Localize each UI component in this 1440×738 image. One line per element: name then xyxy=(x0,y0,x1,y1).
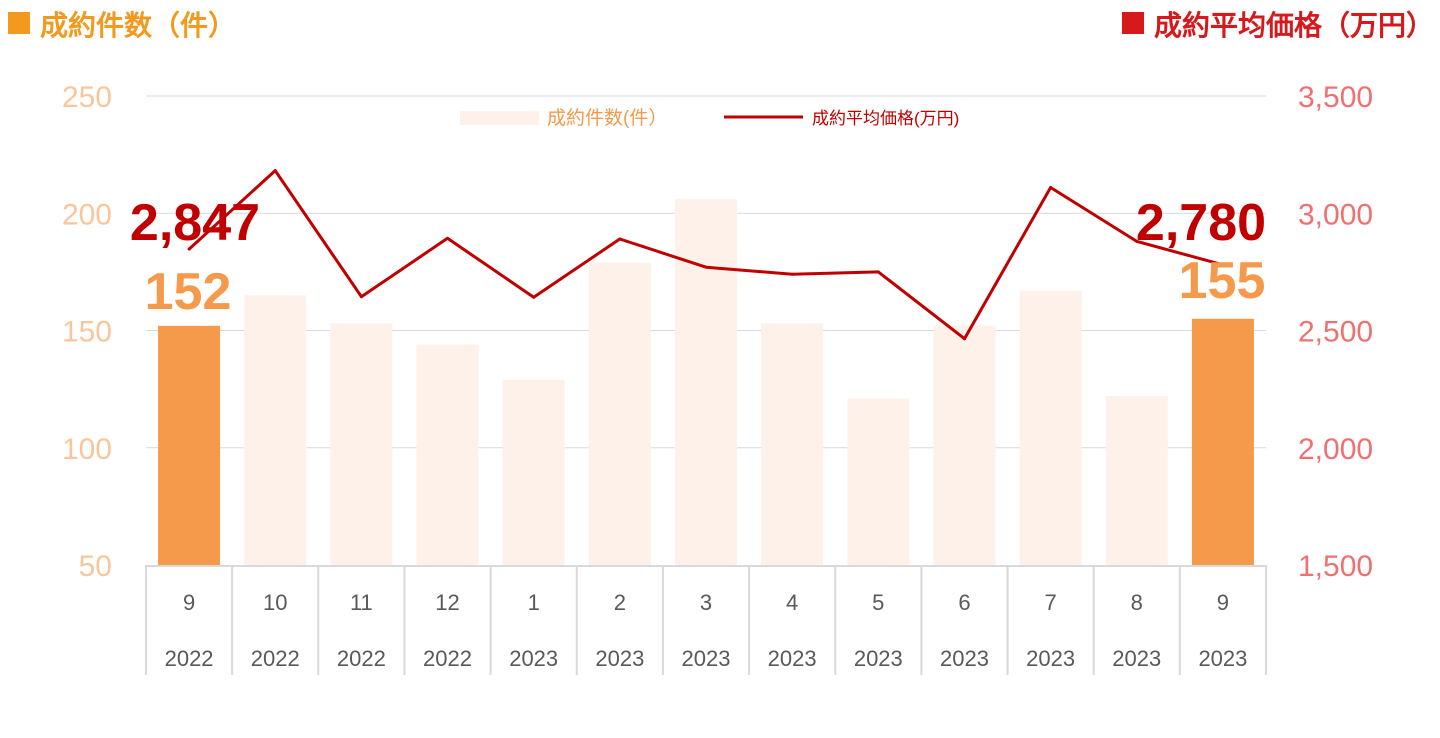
category-month-label: 9 xyxy=(1217,590,1229,615)
left-tick-label: 100 xyxy=(62,433,112,466)
category-month-label: 11 xyxy=(350,590,373,615)
category-year-label: 2023 xyxy=(768,646,817,671)
category-year-label: 2023 xyxy=(1198,646,1247,671)
legend-bar-swatch xyxy=(460,111,539,125)
bar-series xyxy=(158,199,1254,565)
category-month-label: 3 xyxy=(700,590,712,615)
bar xyxy=(933,325,996,565)
category-year-label: 2023 xyxy=(940,646,989,671)
right-tick-label: 1,500 xyxy=(1298,550,1373,583)
bar xyxy=(244,295,307,565)
category-year-label: 2022 xyxy=(251,646,300,671)
category-year-label: 2023 xyxy=(682,646,731,671)
category-month-label: 7 xyxy=(1044,590,1056,615)
first-price-callout: 2,847 xyxy=(130,194,260,252)
count-axis-header: 成約件数（件） xyxy=(8,4,236,44)
price-point xyxy=(618,237,622,241)
right-tick-label: 3,500 xyxy=(1298,81,1373,114)
category-year-label: 2023 xyxy=(1026,646,1075,671)
category-year-label: 2023 xyxy=(854,646,903,671)
category-month-label: 4 xyxy=(786,590,798,615)
category-year-label: 2022 xyxy=(423,646,472,671)
category-month-label: 2 xyxy=(614,590,626,615)
last-count-callout: 155 xyxy=(1179,252,1266,310)
price-axis-title: 成約平均価格（万円） xyxy=(1153,9,1434,42)
price-point xyxy=(1221,263,1225,267)
last-price-callout: 2,780 xyxy=(1136,194,1266,252)
price-point xyxy=(359,295,363,299)
category-year-label: 2023 xyxy=(595,646,644,671)
bar xyxy=(1019,290,1082,565)
price-point xyxy=(962,337,966,341)
category-year-label: 2023 xyxy=(509,646,558,671)
highlight-bar xyxy=(1191,318,1254,565)
bar xyxy=(330,323,393,565)
price-point xyxy=(876,270,880,274)
price-point xyxy=(1135,239,1139,243)
price-point xyxy=(790,272,794,276)
price-point xyxy=(446,236,450,240)
category-year-label: 2022 xyxy=(337,646,386,671)
price-square-icon xyxy=(1121,12,1144,34)
count-axis-title: 成約件数（件） xyxy=(40,9,237,42)
price-axis-header: 成約平均価格（万円） xyxy=(1121,4,1434,44)
category-month-label: 1 xyxy=(528,590,540,615)
bar xyxy=(588,262,651,565)
right-tick-label: 2,500 xyxy=(1298,316,1373,349)
legend-bar-label: 成約件数(件） xyxy=(547,107,667,129)
left-tick-label: 200 xyxy=(62,198,112,231)
bar xyxy=(416,344,479,565)
price-point xyxy=(532,295,536,299)
category-month-label: 12 xyxy=(435,590,459,615)
left-tick-label: 250 xyxy=(62,81,112,114)
first-count-callout: 152 xyxy=(145,263,232,321)
price-point xyxy=(273,169,277,173)
bar xyxy=(847,398,910,565)
legend-line-label: 成約平均価格(万円) xyxy=(812,109,959,128)
category-month-label: 5 xyxy=(872,590,884,615)
count-square-icon xyxy=(8,12,30,34)
line-series xyxy=(187,169,1225,341)
bar xyxy=(761,323,824,565)
legend: 成約件数(件） 成約平均価格(万円) xyxy=(460,107,959,129)
axes: 50 1,500 100 2,000 150 2,500 200 3,000 250 3,500 9… xyxy=(62,81,1373,675)
price-point xyxy=(1049,185,1053,189)
left-tick-label: 150 xyxy=(62,316,112,349)
right-tick-label: 2,000 xyxy=(1298,433,1373,466)
bar xyxy=(1105,396,1168,565)
bar xyxy=(675,199,737,565)
price-point xyxy=(187,247,191,251)
category-month-label: 6 xyxy=(958,590,970,615)
highlight-bar xyxy=(158,325,221,565)
price-point xyxy=(704,265,708,269)
category-month-label: 9 xyxy=(183,590,195,615)
category-month-label: 8 xyxy=(1131,590,1143,615)
category-month-label: 10 xyxy=(263,590,287,615)
right-tick-label: 3,000 xyxy=(1298,198,1373,231)
category-year-label: 2023 xyxy=(1112,646,1161,671)
category-year-label: 2022 xyxy=(165,646,214,671)
left-tick-label: 50 xyxy=(79,550,112,583)
bar xyxy=(502,379,565,565)
